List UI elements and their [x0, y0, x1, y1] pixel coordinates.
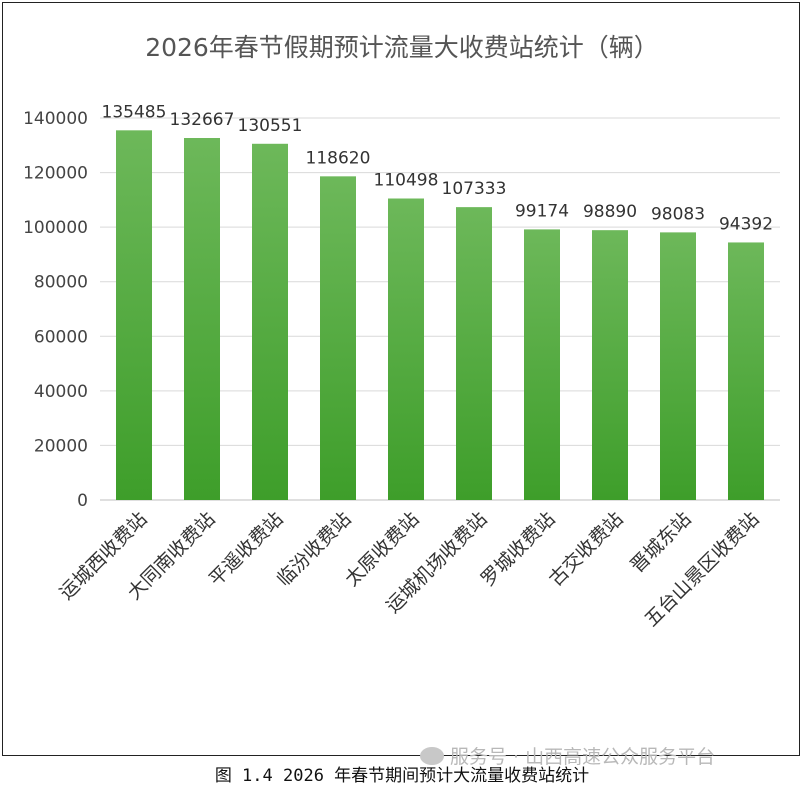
data-label: 132667 — [170, 110, 235, 130]
y-tick-label: 120000 — [23, 164, 88, 184]
x-tick-label: 晋城东站 — [626, 508, 695, 577]
data-label: 94392 — [719, 214, 773, 234]
y-axis-ticks: 0 20000 40000 60000 80000 100000 120000 140000 — [23, 109, 88, 511]
bar — [660, 232, 696, 500]
data-label: 99174 — [515, 201, 569, 221]
y-tick-label: 60000 — [34, 327, 88, 347]
data-label: 110498 — [374, 170, 439, 190]
data-label: 107333 — [442, 179, 507, 199]
y-tick-label: 100000 — [23, 218, 88, 238]
data-label: 98083 — [651, 204, 705, 224]
bars — [116, 130, 764, 501]
y-tick-label: 40000 — [34, 382, 88, 402]
data-label: 135485 — [102, 102, 167, 122]
x-tick-label: 五台山景区收费站 — [640, 508, 763, 631]
x-tick-label: 古交收费站 — [545, 508, 628, 591]
bar — [728, 242, 764, 500]
bar — [320, 176, 356, 500]
y-tick-label: 140000 — [23, 109, 88, 129]
figure-caption: 图 1.4 2026 年春节期间预计大流量收费站统计 — [214, 766, 590, 786]
y-tick-label: 80000 — [34, 273, 88, 293]
chart-title: 2026年春节假期预计流量大收费站统计（辆） — [145, 33, 659, 62]
data-label: 118620 — [306, 148, 371, 168]
watermark-text: 服务号 · 山西高速公众服务平台 — [450, 746, 716, 768]
y-tick-label: 0 — [77, 491, 88, 511]
y-tick-label: 20000 — [34, 436, 88, 456]
wechat-icon — [420, 747, 444, 765]
bar — [388, 198, 424, 500]
bar — [524, 229, 560, 500]
bar — [252, 143, 288, 500]
bar — [116, 130, 152, 500]
bar — [184, 138, 220, 501]
x-axis-ticks: 运城西收费站大同南收费站平遥收费站临汾收费站太原收费站运城机场收费站罗城收费站古… — [55, 508, 763, 631]
bar — [456, 207, 492, 500]
bar — [592, 230, 628, 500]
bar-chart: 020000400006000080000100000120000140000 … — [23, 102, 780, 631]
data-label: 130551 — [238, 116, 303, 136]
watermark: 服务号 · 山西高速公众服务平台 — [420, 742, 715, 769]
data-label: 98890 — [583, 202, 637, 222]
